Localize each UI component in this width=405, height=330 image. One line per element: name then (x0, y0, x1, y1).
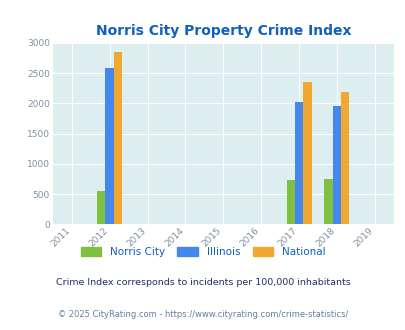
Text: © 2025 CityRating.com - https://www.cityrating.com/crime-statistics/: © 2025 CityRating.com - https://www.city… (58, 310, 347, 319)
Bar (113, 52, 122, 224)
Bar (97, 190, 105, 224)
Bar (286, 180, 294, 224)
Bar (105, 68, 113, 224)
Text: Crime Index corresponds to incidents per 100,000 inhabitants: Crime Index corresponds to incidents per… (55, 279, 350, 287)
Title: Norris City Property Crime Index: Norris City Property Crime Index (95, 23, 350, 38)
Bar (294, 102, 303, 224)
Bar (332, 106, 340, 224)
Bar (303, 82, 311, 224)
Bar (340, 92, 349, 224)
Legend: Norris City, Illinois, National: Norris City, Illinois, National (76, 243, 329, 261)
Bar (324, 179, 332, 224)
